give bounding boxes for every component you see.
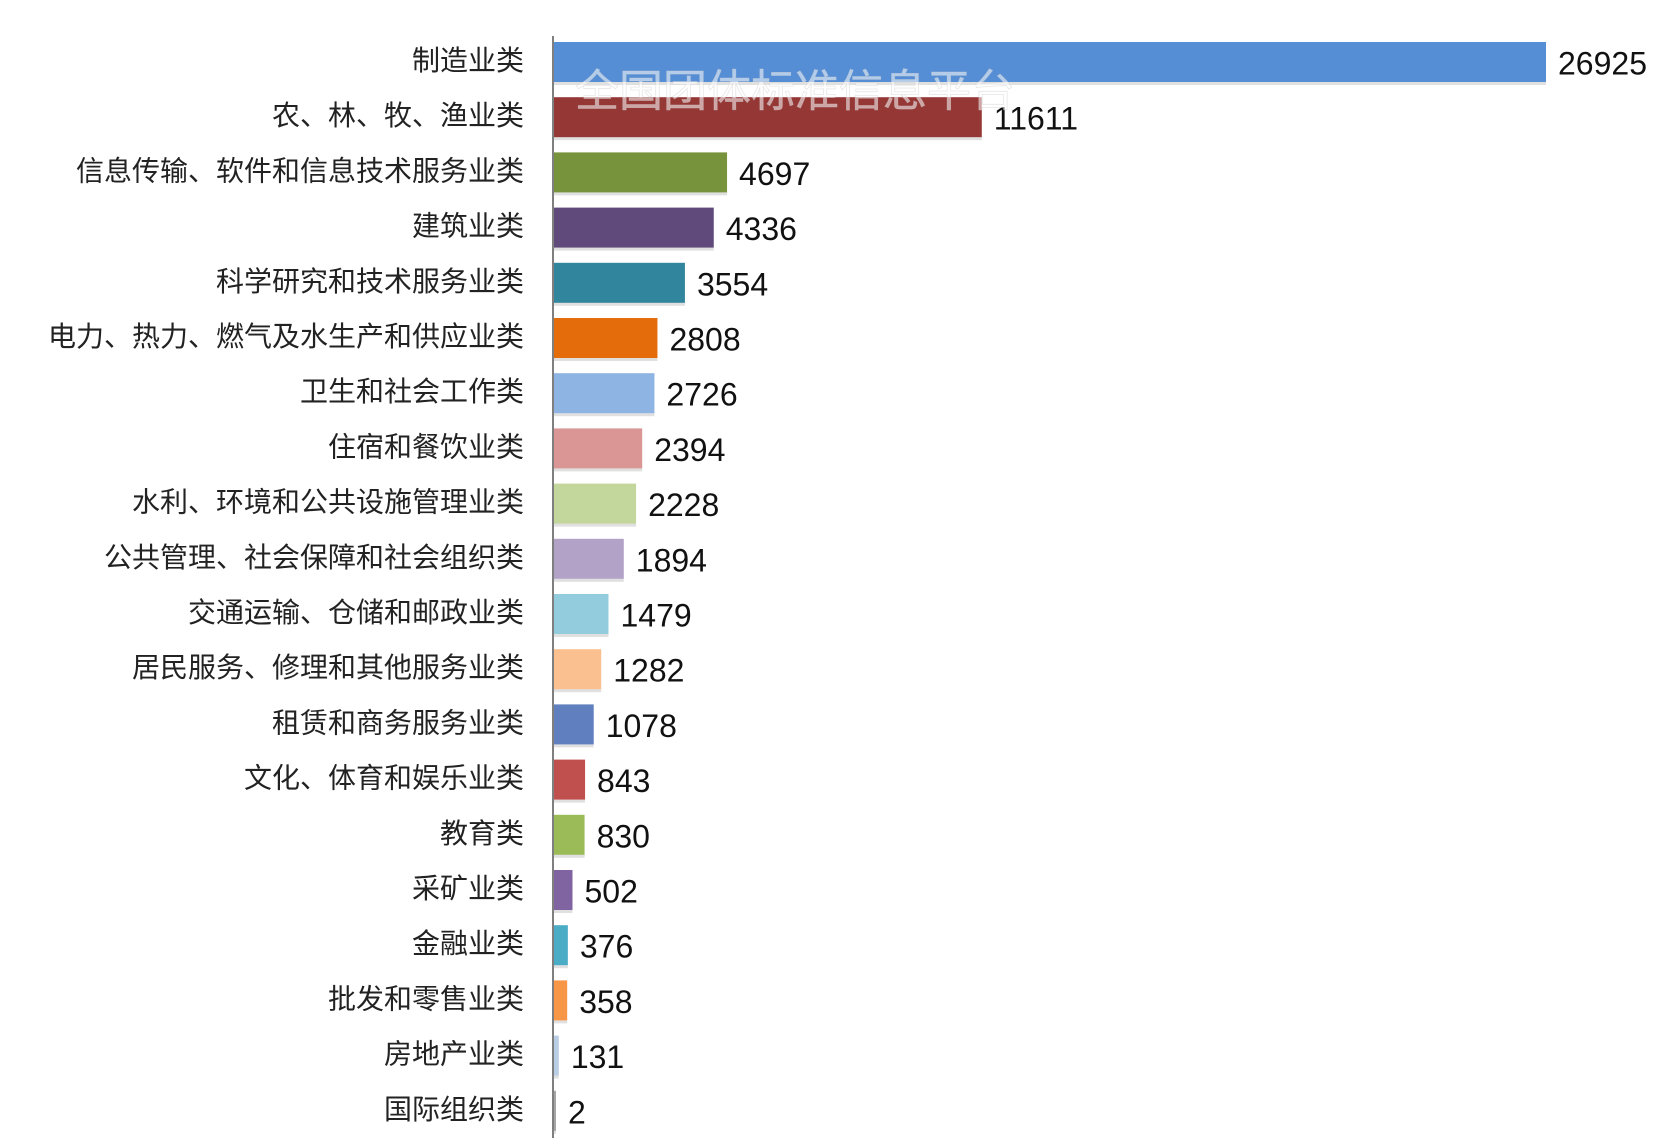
category-label: 农、林、牧、渔业类 [272, 99, 524, 132]
bar-shadow [554, 578, 624, 582]
value-label: 2228 [648, 487, 719, 523]
category-label: 建筑业类 [412, 210, 524, 243]
bar-shadow [554, 358, 658, 361]
category-label: 交通运输、仓储和邮政业类 [188, 596, 524, 629]
bar-shadow [554, 689, 602, 693]
value-label: 131 [571, 1039, 624, 1075]
bar-shadow [554, 744, 594, 748]
category-label: 居民服务、修理和其他服务业类 [132, 651, 524, 684]
category-label: 采矿业类 [412, 872, 524, 905]
category-label: 电力、热力、燃气及水生产和供应业类 [48, 320, 524, 353]
value-label: 4697 [739, 156, 810, 192]
value-label: 11611 [994, 101, 1078, 137]
category-label: 信息传输、软件和信息技术服务业类 [76, 154, 524, 187]
bar [554, 925, 568, 966]
category-label: 金融业类 [412, 927, 524, 960]
bar-shadow [554, 413, 655, 417]
value-label: 502 [584, 873, 637, 909]
bar [554, 207, 714, 248]
category-label: 批发和零售业类 [328, 982, 524, 1015]
bar-shadow [554, 82, 1546, 85]
bar [554, 538, 624, 579]
category-label: 卫生和社会工作类 [300, 375, 524, 408]
bar-shadow [554, 137, 982, 141]
category-label: 制造业类 [412, 44, 524, 77]
value-label: 3554 [697, 266, 768, 302]
bar-shadow [554, 965, 568, 969]
watermark-text: 全国团体标准信息平台 [575, 66, 1015, 117]
value-label: 1894 [636, 542, 707, 578]
bar [554, 870, 573, 910]
category-labels-group: 制造业类农、林、牧、渔业类信息传输、软件和信息技术服务业类建筑业类科学研究和技术… [48, 44, 524, 1126]
bar-shadow [554, 523, 637, 527]
bar [554, 483, 637, 524]
value-label: 26925 [1558, 45, 1647, 81]
bar-shadow [554, 910, 573, 913]
bar-shadow [554, 854, 585, 858]
bar [554, 428, 643, 469]
value-label: 2808 [669, 321, 740, 357]
category-label: 国际组织类 [384, 1093, 524, 1126]
category-label: 文化、体育和娱乐业类 [244, 762, 524, 795]
bar [554, 594, 609, 634]
value-label: 1282 [613, 653, 684, 689]
bar [554, 97, 982, 138]
value-label: 358 [579, 984, 632, 1020]
value-label: 4336 [726, 211, 797, 247]
value-label: 2394 [654, 432, 725, 468]
value-label: 843 [597, 763, 650, 799]
value-label: 1078 [606, 708, 677, 744]
bar [554, 318, 658, 358]
value-label: 2 [568, 1094, 586, 1130]
bars-group [554, 42, 1546, 1134]
category-label: 教育类 [440, 817, 524, 850]
bar [554, 980, 568, 1021]
bar [554, 1035, 559, 1076]
value-labels-group: 26925 11611 4697 4336 3554 2808 2726 2394 2228 18… [568, 45, 1647, 1130]
bar-shadow [554, 634, 609, 637]
bar-shadow [554, 247, 714, 251]
category-label: 租赁和商务服务业类 [272, 706, 524, 739]
bar [554, 373, 655, 414]
bar [554, 814, 585, 855]
bar-shadow [554, 1020, 568, 1024]
bar [554, 759, 586, 800]
category-label: 住宿和餐饮业类 [328, 430, 524, 463]
bar-shadow [554, 468, 643, 472]
category-label: 水利、环境和公共设施管理业类 [132, 486, 524, 519]
bar [554, 649, 602, 690]
bar [554, 152, 728, 193]
bar-shadow [554, 302, 685, 306]
bar [554, 704, 594, 745]
bar-shadow [554, 1130, 556, 1134]
bar [554, 262, 685, 303]
category-label: 房地产业类 [384, 1038, 524, 1071]
value-label: 376 [580, 929, 633, 965]
category-label: 科学研究和技术服务业类 [216, 265, 524, 298]
value-label: 2726 [666, 377, 737, 413]
value-label: 1479 [620, 597, 691, 633]
bar-shadow [554, 1075, 559, 1079]
category-label: 公共管理、社会保障和社会组织类 [104, 541, 524, 574]
bar [554, 1090, 556, 1131]
bar-shadow [554, 192, 728, 196]
value-label: 830 [597, 818, 650, 854]
bar-shadow [554, 799, 586, 803]
bar [554, 42, 1546, 82]
